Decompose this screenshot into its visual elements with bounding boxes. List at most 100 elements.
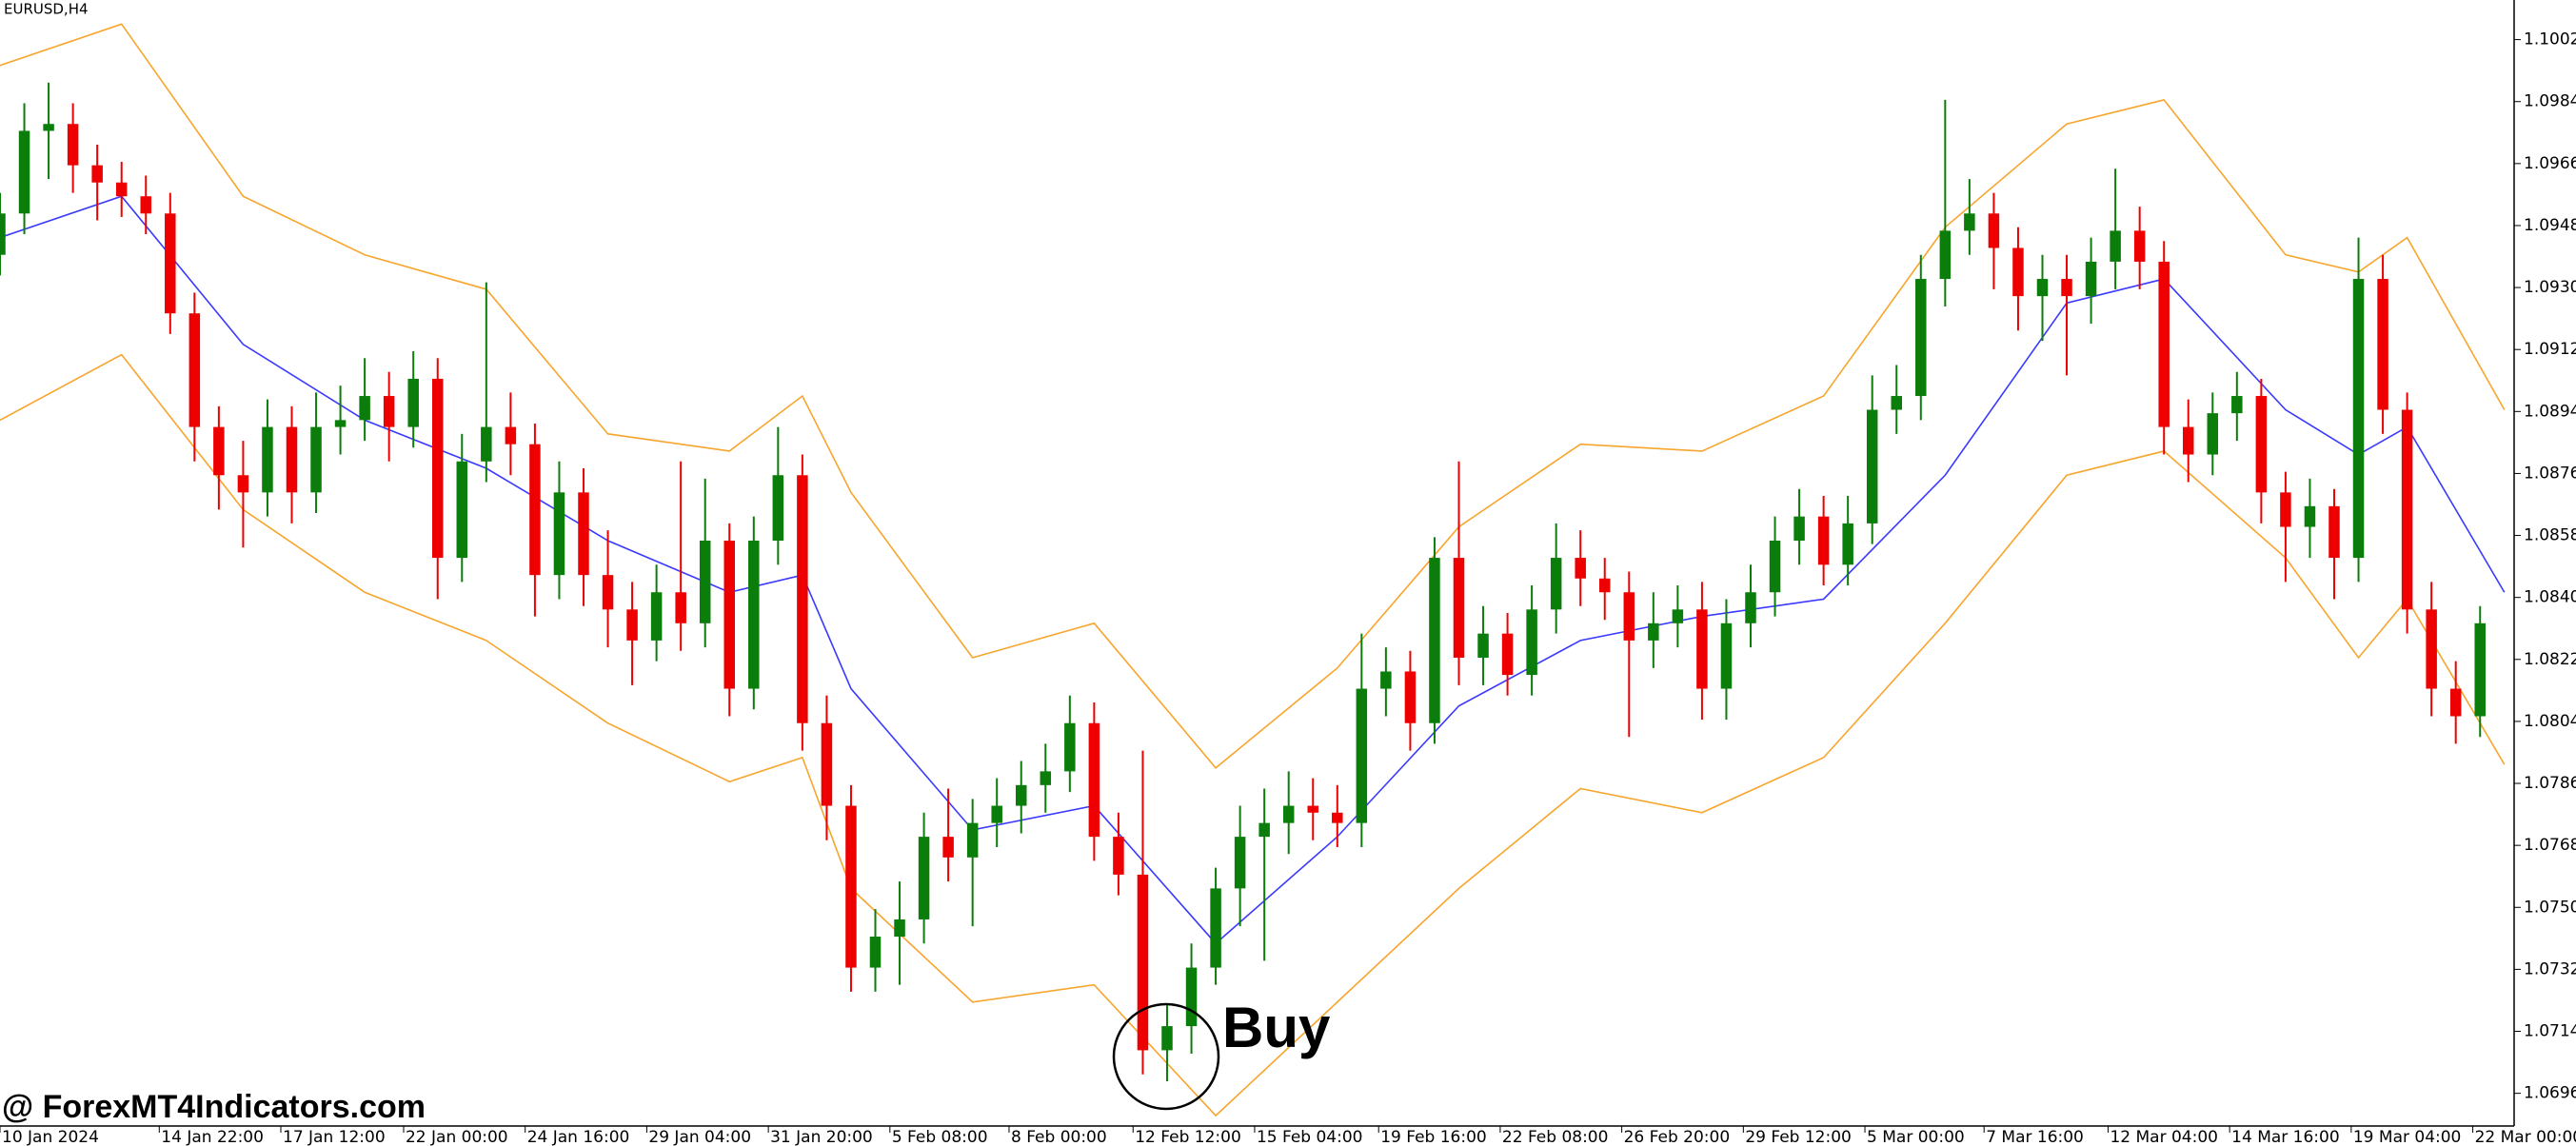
- candle-body: [2085, 261, 2097, 297]
- candle-body: [1891, 396, 1902, 410]
- candle-body: [723, 540, 735, 689]
- candle-body: [2449, 688, 2462, 717]
- candle-body: [699, 540, 711, 623]
- candle-body: [140, 196, 151, 214]
- candle-body: [188, 313, 201, 427]
- x-tick-label: 22 Feb 08:00: [1502, 1128, 1609, 1146]
- candle-body: [1380, 671, 1392, 689]
- x-tick-label: 10 Jan 2024: [2, 1128, 99, 1146]
- candle-body: [675, 592, 686, 623]
- candle-body: [262, 426, 273, 493]
- candle-body: [1234, 837, 1246, 889]
- y-tick-label: 1.08585: [2524, 526, 2576, 545]
- y-tick-label: 1.07865: [2524, 774, 2576, 793]
- candle-body: [1939, 230, 1952, 280]
- y-tick-label: 1.10025: [2524, 30, 2576, 49]
- watermark: @ ForexMT4Indicators.com: [2, 1089, 426, 1125]
- signal-label: Buy: [1222, 996, 1331, 1059]
- candle-body: [2328, 505, 2340, 559]
- candle-body: [1501, 633, 1514, 676]
- candle-body: [334, 420, 347, 427]
- y-tick-label: 1.07145: [2524, 1022, 2576, 1041]
- band-line: [0, 353, 2506, 1117]
- candle-body: [1769, 540, 1781, 593]
- candle-body: [1720, 622, 1733, 689]
- y-tick-label: 1.09845: [2524, 92, 2576, 111]
- y-tick-label: 1.09485: [2524, 216, 2576, 235]
- y-tick-label: 1.07325: [2524, 959, 2576, 978]
- candle-body: [553, 492, 565, 576]
- candle-body: [481, 426, 492, 462]
- candle-body: [310, 426, 322, 493]
- candle-body: [1696, 609, 1708, 689]
- x-tick-label: 14 Jan 22:00: [161, 1128, 264, 1146]
- candle-body: [505, 426, 517, 445]
- candle-body: [2207, 413, 2219, 455]
- candle-body: [1282, 805, 1295, 823]
- candle-body: [2426, 609, 2437, 689]
- candle-body: [1964, 213, 1975, 231]
- signal-circle: [1112, 1002, 1220, 1111]
- candle-body: [1915, 279, 1927, 397]
- x-tick-label: 19 Feb 16:00: [1380, 1128, 1487, 1146]
- candle-body: [237, 475, 249, 493]
- x-tick-label: 17 Jan 12:00: [283, 1128, 386, 1146]
- x-tick-label: 24 Jan 16:00: [527, 1128, 630, 1146]
- candle-body: [1575, 558, 1586, 579]
- candle-body: [1210, 888, 1221, 968]
- x-tick-label: 5 Mar 00:00: [1867, 1128, 1965, 1146]
- candle-body: [650, 592, 663, 641]
- candle-body: [1064, 722, 1076, 772]
- candle-body: [748, 540, 760, 689]
- x-tick-label: 8 Feb 00:00: [1011, 1128, 1107, 1146]
- candle-body: [18, 130, 30, 214]
- y-tick-label: 1.08045: [2524, 712, 2576, 731]
- x-tick-label: 5 Feb 08:00: [892, 1128, 988, 1146]
- x-tick-label: 22 Jan 00:00: [406, 1128, 508, 1146]
- candle-body: [1793, 516, 1805, 541]
- candle-body: [1015, 784, 1027, 806]
- candle-body: [1550, 558, 1562, 610]
- x-tick-label: 29 Jan 04:00: [648, 1128, 751, 1146]
- candle-body: [1137, 874, 1149, 1051]
- candle-body: [1672, 609, 1684, 623]
- candle-body: [2158, 261, 2170, 427]
- x-tick-label: 26 Feb 20:00: [1624, 1128, 1731, 1146]
- band-line: [0, 195, 2506, 945]
- candle-body: [359, 396, 370, 421]
- candle-body: [1598, 578, 1611, 593]
- y-tick-label: 1.06965: [2524, 1084, 2576, 1103]
- y-tick-label: 1.07685: [2524, 836, 2576, 855]
- candle-body: [1404, 671, 1417, 723]
- candle-body: [2182, 426, 2194, 455]
- x-tick-label: 19 Mar 04:00: [2353, 1128, 2462, 1146]
- candle-body: [2304, 505, 2316, 527]
- candle-body: [1745, 592, 1756, 623]
- candle-body: [1648, 622, 1659, 641]
- y-tick-label: 1.08405: [2524, 588, 2576, 607]
- candle-body: [1477, 633, 1489, 658]
- band-line: [0, 23, 2506, 769]
- candle-body: [1817, 516, 1830, 565]
- candle-body: [894, 919, 905, 938]
- y-tick-label: 1.09125: [2524, 340, 2576, 359]
- candle-body: [1429, 558, 1440, 723]
- y-tick-label: 1.09665: [2524, 154, 2576, 173]
- candle-body: [1040, 771, 1052, 785]
- x-tick-label: 12 Mar 04:00: [2110, 1128, 2218, 1146]
- candle-body: [213, 426, 225, 476]
- candle-body: [456, 461, 468, 559]
- x-tick-label: 31 Jan 20:00: [770, 1128, 873, 1146]
- candle-body: [1988, 213, 2000, 248]
- candle-body: [1161, 1026, 1173, 1051]
- candle-body: [0, 213, 6, 255]
- candle-body: [1356, 688, 1368, 823]
- candle-body: [626, 609, 638, 641]
- y-tick-label: 1.08765: [2524, 464, 2576, 483]
- candle-body: [772, 475, 784, 541]
- candle-body: [1332, 812, 1343, 823]
- candle-body: [165, 213, 176, 314]
- x-tick-label: 22 Mar 00:00: [2475, 1128, 2576, 1146]
- candle-body: [1842, 523, 1853, 565]
